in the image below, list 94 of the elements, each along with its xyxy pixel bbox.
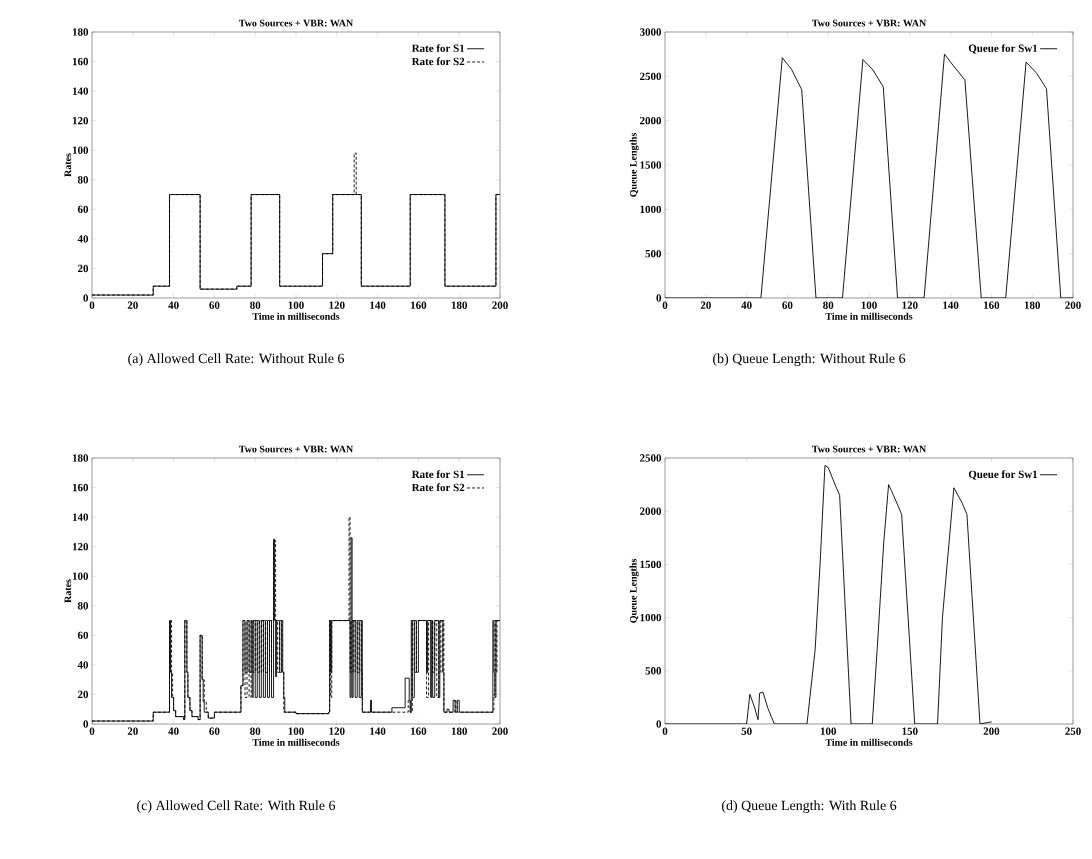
- x-tick-label: 40: [168, 727, 179, 735]
- x-tick-label: 50: [741, 727, 752, 735]
- x-tick-label: 180: [451, 301, 468, 309]
- y-axis-title: Rates: [64, 153, 72, 177]
- x-tick-label: 100: [820, 727, 837, 735]
- text: (a) Allowed Cell Rate: Without Rule 6: [128, 353, 344, 366]
- chart-title: Two Sources + VBR: WAN: [238, 19, 354, 27]
- y-tick-label: 180: [72, 454, 89, 462]
- legend-label: Rate for S2: [411, 483, 465, 492]
- y-tick-label: 160: [72, 57, 89, 66]
- legend-label: Queue for Sw1: [968, 44, 1038, 54]
- x-tick-label: 60: [209, 301, 220, 309]
- y-tick-label: 80: [77, 176, 89, 184]
- x-tick-label: 180: [451, 727, 468, 735]
- text: (c) Allowed Cell Rate: With Rule 6: [137, 800, 336, 813]
- text: (b) Queue Length: Without Rule 6: [713, 353, 906, 367]
- y-tick-label: 500: [645, 667, 662, 675]
- y-tick-label: 140: [72, 87, 89, 95]
- y-tick-label: 60: [77, 205, 89, 214]
- y-tick-label: 500: [645, 249, 662, 258]
- y-tick-label: 1000: [640, 613, 662, 622]
- y-tick-label: 2000: [640, 116, 662, 125]
- y-tick-label: 0: [83, 294, 89, 302]
- x-tick-label: 40: [741, 301, 752, 309]
- legend-label: Rate for S2: [411, 57, 465, 66]
- y-tick-label: 60: [77, 631, 89, 640]
- y-tick-label: 0: [656, 720, 662, 728]
- x-tick-label: 200: [492, 301, 508, 309]
- x-tick-label: 20: [127, 301, 138, 309]
- x-tick-label: 0: [89, 727, 95, 735]
- x-tick-label: 0: [662, 301, 668, 309]
- x-tick-label: 80: [250, 301, 261, 309]
- y-tick-label: 120: [72, 542, 89, 551]
- x-tick-label: 180: [1024, 301, 1041, 309]
- x-tick-label: 120: [902, 301, 918, 309]
- chart-title: Two Sources + VBR: WAN: [811, 19, 927, 27]
- y-axis-title: Queue Lengths: [629, 132, 639, 197]
- x-tick-label: 140: [370, 301, 386, 309]
- y-tick-label: 80: [77, 602, 89, 610]
- text: (d) Queue Length: With Rule 6: [721, 800, 897, 814]
- y-tick-label: 0: [83, 720, 89, 728]
- x-axis-title: Time in milliseconds: [252, 312, 340, 320]
- legend-label: Rate for S1: [411, 44, 465, 52]
- x-tick-label: 60: [209, 727, 220, 735]
- x-tick-label: 250: [1065, 727, 1081, 735]
- x-tick-label: 0: [662, 727, 668, 735]
- y-tick-label: 1000: [640, 205, 662, 214]
- y-tick-label: 100: [72, 572, 89, 580]
- x-tick-label: 200: [983, 727, 1000, 735]
- x-tick-label: 150: [902, 727, 918, 735]
- y-tick-label: 20: [77, 690, 89, 699]
- x-tick-label: 140: [370, 727, 386, 735]
- y-tick-label: 0: [656, 294, 662, 302]
- y-tick-label: 40: [77, 235, 89, 243]
- x-tick-label: 80: [250, 727, 261, 735]
- y-tick-label: 1500: [640, 560, 662, 569]
- x-tick-label: 120: [329, 301, 345, 309]
- y-tick-label: 3000: [639, 28, 662, 36]
- x-tick-label: 160: [984, 301, 1000, 309]
- y-tick-label: 100: [72, 146, 89, 154]
- x-tick-label: 200: [1065, 301, 1081, 309]
- y-tick-label: 2000: [640, 507, 662, 515]
- x-tick-label: 20: [700, 301, 711, 309]
- y-tick-label: 160: [72, 483, 89, 492]
- x-tick-label: 0: [89, 301, 95, 309]
- x-axis-title: Time in milliseconds: [825, 312, 913, 320]
- chart-title: Two Sources + VBR: WAN: [238, 445, 354, 453]
- x-tick-label: 60: [782, 301, 793, 309]
- x-tick-label: 160: [411, 727, 427, 735]
- x-tick-label: 120: [329, 727, 345, 735]
- x-tick-label: 40: [168, 301, 179, 309]
- y-tick-label: 120: [72, 116, 89, 125]
- x-tick-label: 160: [411, 301, 427, 309]
- y-tick-label: 140: [72, 513, 89, 521]
- x-tick-label: 200: [492, 727, 508, 735]
- y-tick-label: 2500: [640, 72, 662, 81]
- x-axis-title: Time in milliseconds: [825, 738, 913, 746]
- y-tick-label: 40: [77, 661, 89, 669]
- x-tick-label: 80: [823, 301, 834, 309]
- chart-title: Two Sources + VBR: WAN: [811, 445, 927, 453]
- y-axis-title: Rates: [64, 579, 72, 603]
- x-tick-label: 100: [288, 727, 304, 735]
- x-tick-label: 140: [943, 301, 959, 309]
- y-tick-label: 20: [77, 264, 89, 273]
- y-tick-label: 1500: [640, 161, 662, 169]
- y-tick-label: 180: [72, 28, 89, 36]
- y-axis-title: Queue Lengths: [629, 559, 639, 623]
- x-axis-title: Time in milliseconds: [252, 738, 340, 746]
- x-tick-label: 100: [861, 301, 877, 309]
- legend-label: Queue for Sw1: [968, 470, 1038, 480]
- x-tick-label: 100: [288, 301, 304, 309]
- x-tick-label: 20: [127, 727, 138, 735]
- y-tick-label: 2500: [640, 454, 662, 462]
- legend-label: Rate for S1: [411, 470, 465, 478]
